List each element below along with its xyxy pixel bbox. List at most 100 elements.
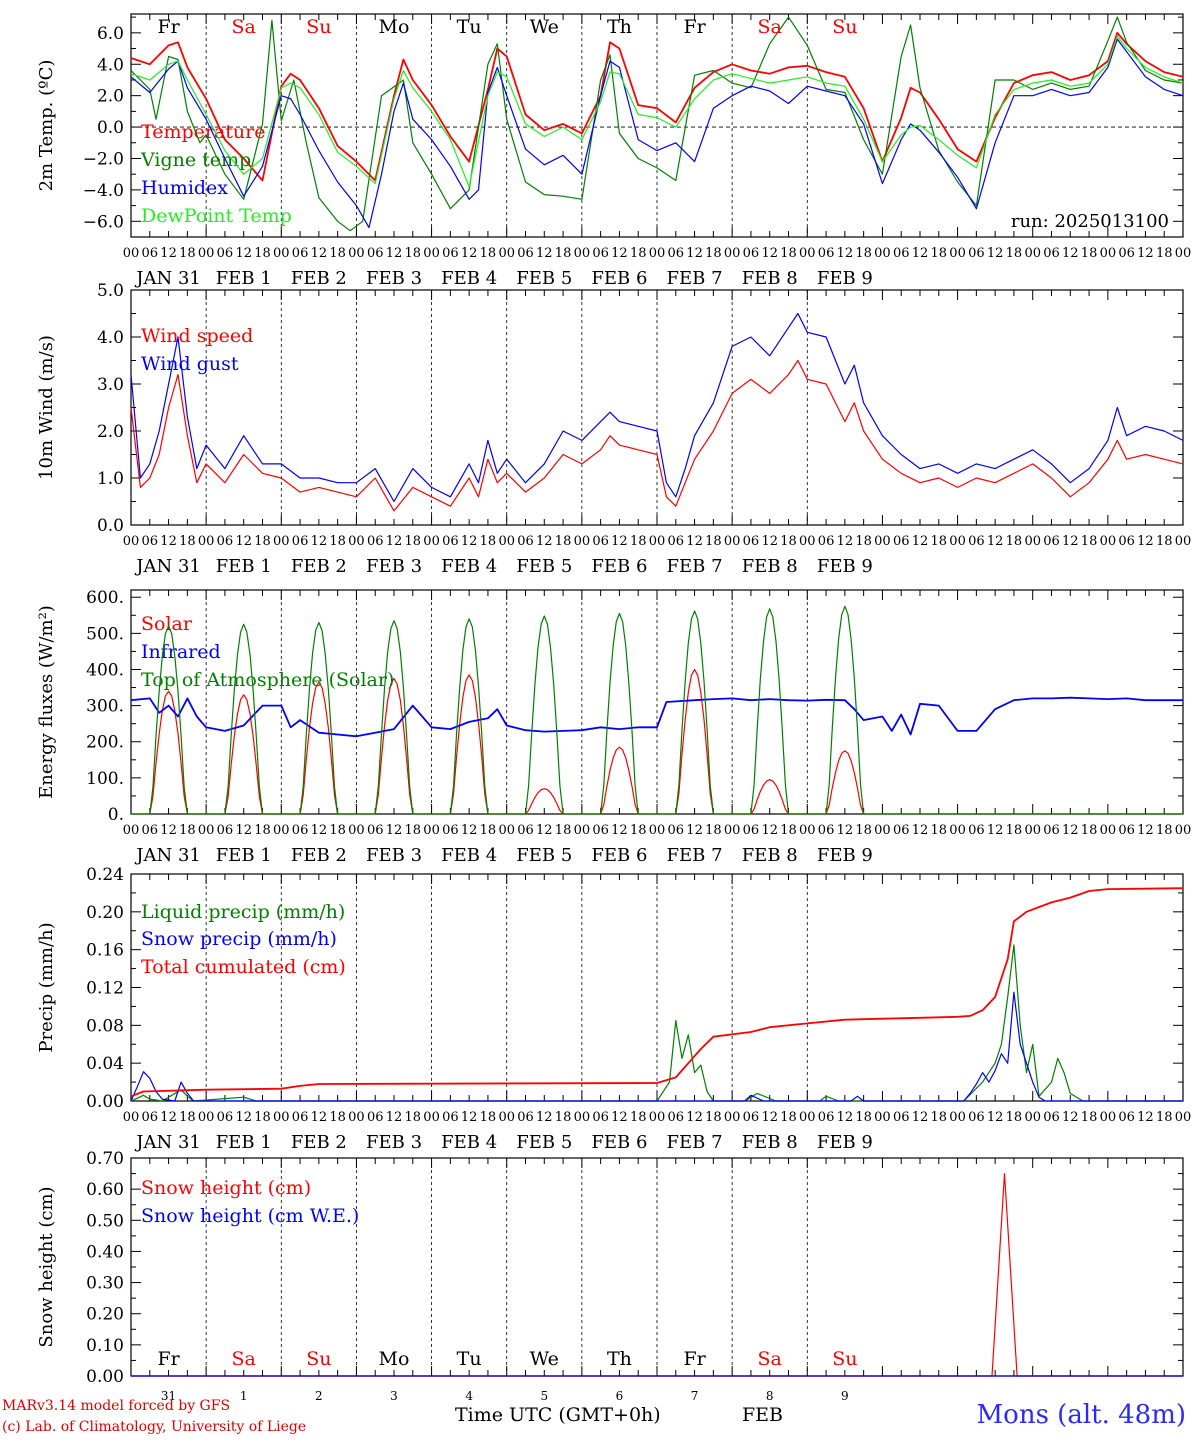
hour-label: 18	[1081, 1110, 1098, 1125]
hour-label: 00	[1024, 534, 1041, 549]
hour-label: 06	[1043, 534, 1060, 549]
day-number: 8	[766, 1389, 774, 1403]
weekday-label: Th	[607, 16, 632, 38]
hour-label: 18	[1156, 823, 1173, 838]
hour-label: 12	[912, 1110, 929, 1125]
y-tick-label: 600.	[86, 588, 124, 608]
legend-entry: Snow height (cm)	[141, 1177, 311, 1199]
hour-label: 00	[348, 823, 365, 838]
legend-entry: Infrared	[141, 641, 221, 663]
date-label: FEB 6	[591, 1132, 647, 1153]
hour-label: 12	[761, 1110, 778, 1125]
hour-label: 06	[893, 823, 910, 838]
date-label: FEB 3	[366, 268, 422, 289]
hour-label: 06	[517, 246, 534, 261]
hour-label: 18	[855, 246, 872, 261]
hour-label: 18	[329, 534, 346, 549]
date-label: FEB 6	[591, 845, 647, 866]
date-label: FEB 9	[817, 268, 873, 289]
y-tick-label: 0.00	[86, 1367, 124, 1387]
hour-label: 12	[761, 823, 778, 838]
hour-label: 12	[611, 823, 628, 838]
y-tick-label: 0.10	[86, 1336, 124, 1356]
hour-label: 00	[649, 1110, 666, 1125]
day-number: 4	[465, 1389, 473, 1403]
hour-label: 12	[611, 246, 628, 261]
hour-label: 00	[1024, 823, 1041, 838]
hour-label: 06	[668, 823, 685, 838]
hour-label: 00	[1175, 534, 1192, 549]
hour-label: 00	[949, 246, 966, 261]
hour-label: 06	[818, 246, 835, 261]
hour-label: 12	[837, 534, 854, 549]
series-line	[130, 31, 1184, 182]
hour-label: 00	[1100, 246, 1117, 261]
hour-label: 06	[442, 534, 459, 549]
date-label: FEB 1	[216, 1132, 272, 1153]
legend-entry: Humidex	[141, 177, 228, 199]
series-line	[131, 605, 1183, 815]
date-label: FEB 3	[366, 556, 422, 577]
hour-label: 00	[649, 534, 666, 549]
day-number: 5	[540, 1389, 548, 1403]
weekday-label: Tu	[457, 16, 482, 38]
date-label: FEB 3	[366, 845, 422, 866]
hour-label: 12	[536, 1110, 553, 1125]
hour-label: 12	[987, 823, 1004, 838]
hour-label: 18	[705, 246, 722, 261]
hour-label: 06	[367, 823, 384, 838]
hour-label: 00	[1024, 1110, 1041, 1125]
hour-label: 06	[292, 823, 309, 838]
hour-label: 06	[217, 534, 234, 549]
series-line	[130, 312, 1184, 503]
y-tick-label: 0.30	[86, 1274, 124, 1294]
y-tick-label: 3.0	[97, 375, 124, 395]
hour-label: 06	[1043, 246, 1060, 261]
date-label: FEB 9	[817, 1132, 873, 1153]
y-tick-label: 200.	[86, 733, 124, 753]
weekday-label: We	[530, 1348, 559, 1370]
hour-label: 06	[743, 246, 760, 261]
hour-label: 12	[761, 246, 778, 261]
y-tick-label: 2.0	[97, 422, 124, 442]
hour-label: 18	[480, 1110, 497, 1125]
hour-label: 12	[386, 1110, 403, 1125]
hour-label: 00	[874, 246, 891, 261]
hour-label: 00	[649, 823, 666, 838]
panel-frame	[130, 589, 1184, 815]
hour-label: 18	[329, 1110, 346, 1125]
hour-label: 00	[874, 534, 891, 549]
hour-label: 12	[235, 823, 252, 838]
hour-label: 06	[1118, 1110, 1135, 1125]
hour-label: 00	[498, 246, 515, 261]
weekday-label: Su	[832, 1348, 857, 1370]
hour-label: 00	[649, 246, 666, 261]
hour-label: 00	[1100, 1110, 1117, 1125]
date-label: FEB 1	[216, 556, 272, 577]
day-number: 1	[240, 1389, 248, 1403]
hour-label: 06	[442, 246, 459, 261]
hour-label: 00	[123, 534, 140, 549]
hour-label: 18	[1006, 1110, 1023, 1125]
legend-entry: Total cumulated (cm)	[141, 956, 346, 978]
hour-label: 00	[1100, 823, 1117, 838]
x-axis-title: Time UTC (GMT+0h)	[455, 1404, 661, 1426]
hour-label: 12	[837, 1110, 854, 1125]
hour-label: 06	[217, 246, 234, 261]
hour-label: 06	[743, 1110, 760, 1125]
hour-label: 12	[1062, 1110, 1079, 1125]
date-label: FEB 7	[667, 1132, 723, 1153]
date-label: JAN 31	[134, 556, 201, 577]
hour-label: 06	[668, 246, 685, 261]
legend-entry: Solar	[141, 613, 193, 635]
hour-label: 06	[442, 1110, 459, 1125]
date-label: FEB 7	[667, 845, 723, 866]
hour-label: 00	[423, 534, 440, 549]
hour-label: 12	[611, 534, 628, 549]
date-label: FEB 7	[667, 556, 723, 577]
date-label: FEB 8	[742, 845, 798, 866]
weekday-label: Fr	[157, 16, 180, 38]
hour-label: 18	[480, 246, 497, 261]
hour-label: 06	[1118, 534, 1135, 549]
